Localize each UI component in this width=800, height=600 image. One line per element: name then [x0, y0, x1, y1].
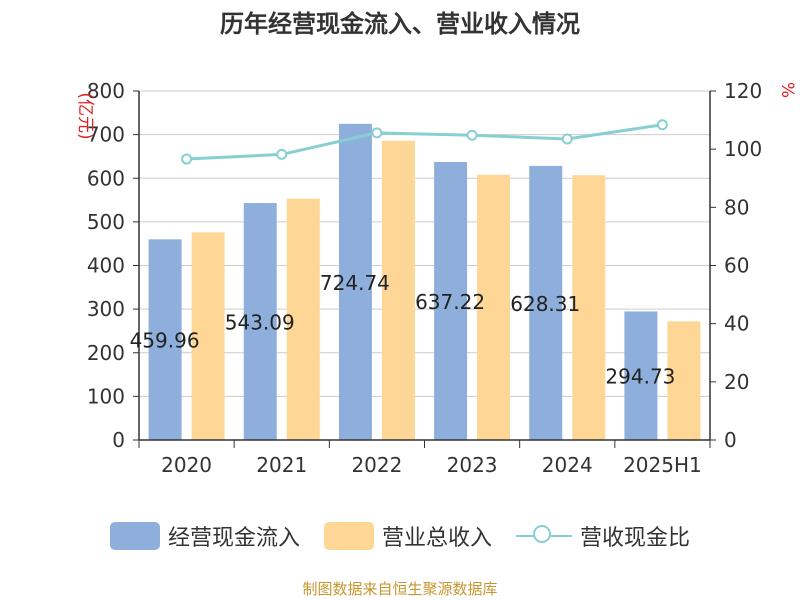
ratio-point: [656, 119, 668, 131]
source-footer: 制图数据来自恒生聚源数据库: [302, 580, 498, 598]
legend-label-revenue: 营业总收入: [381, 526, 492, 551]
bar-data-label: 294.73: [605, 365, 675, 389]
y-left-tick-label: 100: [87, 384, 125, 408]
ratio-point: [561, 133, 573, 145]
y-left-tick-label: 0: [112, 428, 125, 452]
y-left-tick-label: 600: [87, 166, 125, 190]
bar-cash-inflow: [243, 203, 277, 440]
legend-swatch-cash-inflow: [109, 522, 160, 550]
legend-item-ratio[interactable]: 营收现金比: [516, 520, 690, 552]
legend-label-cash-inflow: 经营现金流入: [167, 526, 300, 551]
ratio-point: [181, 153, 193, 165]
y-left-tick-label: 400: [87, 254, 125, 278]
y-right-tick-label: 60: [724, 254, 749, 278]
chart-title: 历年经营现金流入、营业收入情况: [220, 10, 580, 38]
bar-cash-inflow: [338, 123, 372, 440]
bar-revenue: [572, 175, 606, 441]
y-right-tick-label: 120: [724, 79, 762, 103]
y-right-axis-label: %: [777, 82, 797, 98]
ratio-point: [276, 148, 288, 160]
bar-revenue: [286, 198, 320, 440]
legend-item-revenue[interactable]: 营业总收入: [323, 520, 492, 552]
y-right-tick-label: 0: [724, 428, 737, 452]
x-tick-label: 2023: [447, 453, 498, 477]
bar-data-label: 724.74: [320, 271, 390, 295]
x-tick-label: 2024: [542, 453, 593, 477]
bar-data-label: 543.09: [225, 311, 295, 335]
ratio-point: [371, 127, 383, 139]
y-left-tick-label: 700: [87, 123, 125, 147]
legend-item-cash-inflow[interactable]: 经营现金流入: [109, 520, 300, 552]
y-left-tick-label: 500: [87, 210, 125, 234]
bar-data-label: 459.96: [130, 329, 200, 353]
bar-revenue: [477, 174, 511, 440]
legend: 经营现金流入 营业总收入 营收现金比: [0, 516, 800, 556]
bar-revenue: [191, 232, 225, 440]
legend-swatch-ratio: [516, 522, 572, 550]
bar-data-label: 637.22: [415, 290, 485, 314]
x-tick-label: 2025H1: [623, 453, 702, 477]
y-left-tick-label: 200: [87, 341, 125, 365]
legend-label-ratio: 营收现金比: [580, 526, 691, 551]
y-left-axis-label: (亿元): [75, 92, 95, 139]
x-tick-label: 2022: [351, 453, 402, 477]
y-left-tick-label: 300: [87, 297, 125, 321]
y-right-tick-label: 80: [724, 195, 749, 219]
bar-revenue: [381, 140, 415, 441]
bar-cash-inflow: [529, 165, 563, 440]
ratio-line: [186, 123, 663, 161]
bar-revenue: [667, 321, 701, 440]
y-left-tick-label: 800: [87, 79, 125, 103]
y-right-tick-label: 100: [724, 137, 762, 161]
bar-data-label: 628.31: [510, 292, 580, 316]
x-tick-label: 2020: [161, 453, 212, 477]
y-right-tick-label: 20: [724, 370, 749, 394]
bar-cash-inflow: [624, 311, 658, 440]
bar-cash-inflow: [434, 162, 468, 441]
ratio-point: [466, 129, 478, 141]
y-right-tick-label: 40: [724, 312, 749, 336]
legend-swatch-revenue: [323, 522, 374, 550]
bar-cash-inflow: [148, 239, 182, 440]
x-tick-label: 2021: [256, 453, 307, 477]
